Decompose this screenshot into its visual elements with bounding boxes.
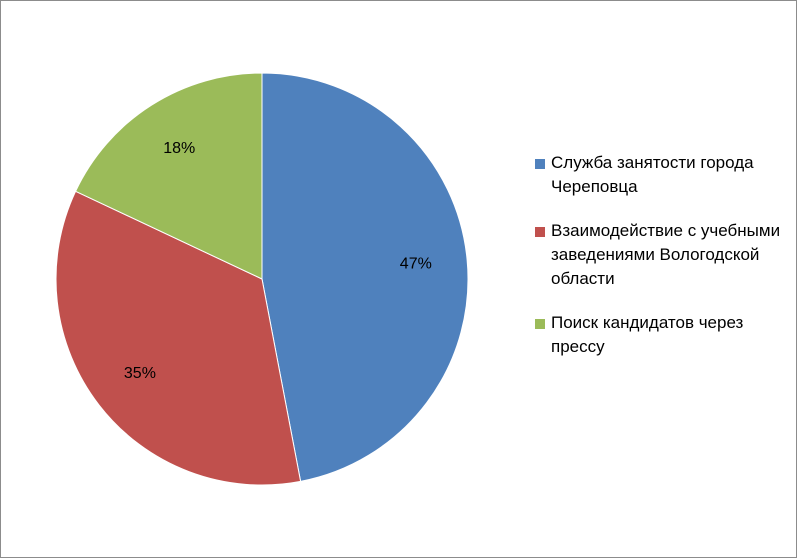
legend-item-educational-institutions: Взаимодействие с учебными заведениями Во… xyxy=(533,219,795,291)
legend-swatch xyxy=(535,319,545,329)
data-label: 47% xyxy=(400,256,432,273)
legend: Служба занятости города Череповца Взаимо… xyxy=(533,151,795,379)
data-label: 18% xyxy=(163,140,195,157)
legend-label: Поиск кандидатов через прессу xyxy=(551,313,744,356)
legend-item-employment-service: Служба занятости города Череповца xyxy=(533,151,795,199)
slice-employment-service xyxy=(261,72,469,482)
legend-label: Служба занятости города Череповца xyxy=(551,153,754,196)
legend-item-press-search: Поиск кандидатов через прессу xyxy=(533,311,795,359)
data-label: 35% xyxy=(124,365,156,382)
legend-label: Взаимодействие с учебными заведениями Во… xyxy=(551,221,781,288)
legend-swatch xyxy=(535,227,545,237)
slice-educational-institutions xyxy=(55,190,302,486)
slice-press-search xyxy=(74,72,263,280)
legend-swatch xyxy=(535,159,545,169)
